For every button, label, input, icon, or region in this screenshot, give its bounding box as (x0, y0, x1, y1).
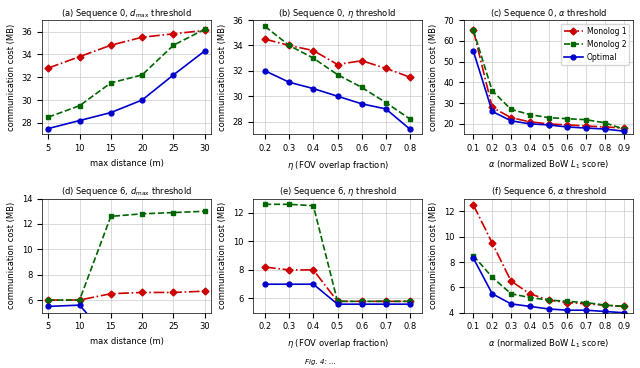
Title: (d) Sequence 6, $d_{\mathrm{max}}$ threshold: (d) Sequence 6, $d_{\mathrm{max}}$ thres… (61, 185, 192, 198)
Y-axis label: communication cost (MB): communication cost (MB) (218, 24, 227, 131)
Y-axis label: communication cost (MB): communication cost (MB) (218, 202, 227, 309)
Y-axis label: communication cost (MB): communication cost (MB) (429, 202, 438, 309)
X-axis label: $\alpha$ (normalized BoW $L_1$ score): $\alpha$ (normalized BoW $L_1$ score) (488, 159, 609, 171)
X-axis label: max distance (m): max distance (m) (90, 159, 163, 167)
X-axis label: $\eta$ (FOV overlap fraction): $\eta$ (FOV overlap fraction) (287, 159, 388, 171)
Y-axis label: communication cost (MB): communication cost (MB) (7, 202, 16, 309)
X-axis label: max distance (m): max distance (m) (90, 337, 163, 346)
Y-axis label: communication cost (MB): communication cost (MB) (7, 24, 16, 131)
Legend: Monolog 1, Monolog 2, Optimal: Monolog 1, Monolog 2, Optimal (561, 24, 629, 65)
Title: (f) Sequence 6, $\alpha$ threshold: (f) Sequence 6, $\alpha$ threshold (491, 185, 607, 198)
X-axis label: $\alpha$ (normalized BoW $L_1$ score): $\alpha$ (normalized BoW $L_1$ score) (488, 337, 609, 350)
Y-axis label: communication cost (MB): communication cost (MB) (429, 24, 438, 131)
Title: (e) Sequence 6, $\eta$ threshold: (e) Sequence 6, $\eta$ threshold (278, 185, 396, 198)
Title: (a) Sequence 0, $d_{\mathrm{max}}$ threshold: (a) Sequence 0, $d_{\mathrm{max}}$ thres… (61, 7, 192, 20)
Text: Fig. 4: ...: Fig. 4: ... (305, 359, 335, 365)
Title: (b) Sequence 0, $\eta$ threshold: (b) Sequence 0, $\eta$ threshold (278, 7, 397, 20)
X-axis label: $\eta$ (FOV overlap fraction): $\eta$ (FOV overlap fraction) (287, 337, 388, 350)
Title: (c) Sequence 0, $\alpha$ threshold: (c) Sequence 0, $\alpha$ threshold (490, 7, 607, 20)
